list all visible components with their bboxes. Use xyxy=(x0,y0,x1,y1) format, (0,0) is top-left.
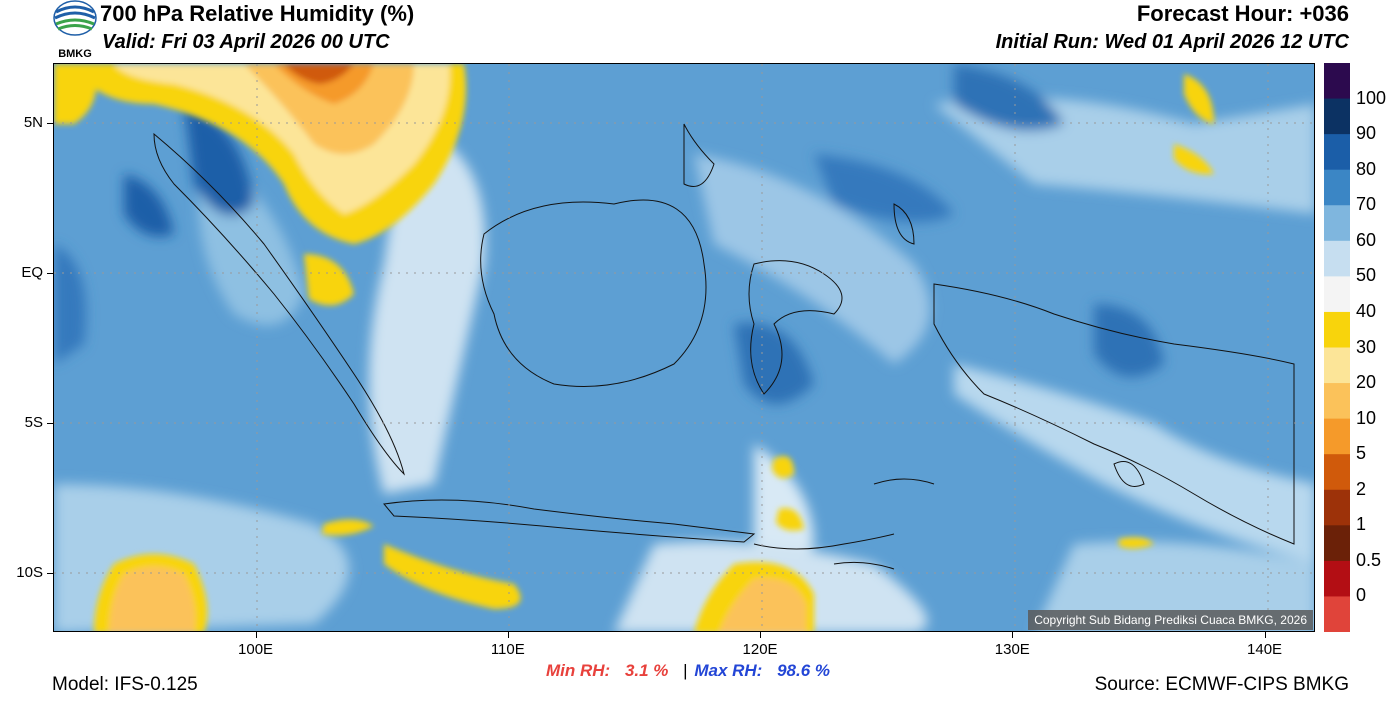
model-name: Model: IFS-0.125 xyxy=(52,674,198,695)
colorbar-label: 90 xyxy=(1356,123,1377,144)
coastlines xyxy=(153,123,1295,570)
colorbar-segment xyxy=(1324,560,1350,597)
humidity-map: Copyright Sub Bidang Prediksi Cuaca BMKG… xyxy=(53,63,1315,632)
lat-label: EQ xyxy=(21,263,43,281)
lat-tick xyxy=(47,123,53,124)
colorbar-label: 40 xyxy=(1356,300,1377,321)
copyright-note: Copyright Sub Bidang Prediksi Cuaca BMKG… xyxy=(1028,610,1313,630)
colorbar-segment xyxy=(1324,347,1350,384)
colorbar-segment xyxy=(1324,169,1350,206)
lon-tick xyxy=(508,632,509,638)
colorbar-segment xyxy=(1324,63,1350,100)
lat-tick xyxy=(47,273,53,274)
stats-separator: | xyxy=(683,661,688,680)
colorbar-label: 0.5 xyxy=(1356,549,1382,570)
lon-tick xyxy=(760,632,761,638)
colorbar-label: 2 xyxy=(1356,478,1367,499)
min-rh-value: 3.1 % xyxy=(624,661,669,680)
initial-run: Initial Run: Wed 01 April 2026 12 UTC xyxy=(995,31,1349,53)
colorbar-segment xyxy=(1324,205,1350,242)
lon-label: 140E xyxy=(1247,641,1283,658)
max-rh-label: Max RH: xyxy=(694,661,763,680)
lat-tick xyxy=(47,573,53,574)
colorbar-label: 100 xyxy=(1356,87,1387,108)
colorbar-segment xyxy=(1324,525,1350,562)
humidity-field xyxy=(54,64,1314,631)
lon-label: 130E xyxy=(994,641,1030,658)
valid-time: Valid: Fri 03 April 2026 00 UTC xyxy=(102,31,390,53)
lon-tick xyxy=(1012,632,1013,638)
lat-label: 5N xyxy=(23,113,43,131)
lon-label: 100E xyxy=(238,641,274,658)
colorbar-label: 60 xyxy=(1356,229,1377,250)
rh-extremes: Min RH: 3.1 % | Max RH: 98.6 % xyxy=(546,661,830,681)
colorbar-label: 1 xyxy=(1356,514,1367,535)
colorbar-segment xyxy=(1324,276,1350,313)
data-source: Source: ECMWF-CIPS BMKG xyxy=(1094,674,1349,695)
max-rh-value: 98.6 % xyxy=(777,661,831,680)
colorbar-segment xyxy=(1324,311,1350,348)
lat-tick xyxy=(47,423,53,424)
lat-label: 10S xyxy=(16,563,43,581)
colorbar-label: 30 xyxy=(1356,336,1377,357)
bmkg-logo: BMKG xyxy=(52,0,98,60)
colorbar-label: 0 xyxy=(1356,585,1367,606)
colorbar-segment xyxy=(1324,98,1350,135)
lon-label: 120E xyxy=(742,641,778,658)
colorbar xyxy=(1324,63,1350,633)
colorbar-label: 20 xyxy=(1356,372,1377,393)
min-rh-label: Min RH: xyxy=(546,661,611,680)
colorbar-segment xyxy=(1324,240,1350,277)
lon-tick xyxy=(256,632,257,638)
lon-label: 110E xyxy=(490,641,525,658)
colorbar-label: 5 xyxy=(1356,443,1367,464)
svg-text:BMKG: BMKG xyxy=(58,48,92,60)
colorbar-segment xyxy=(1324,489,1350,526)
colorbar-segment xyxy=(1324,134,1350,171)
colorbar-segment xyxy=(1324,454,1350,491)
lon-tick xyxy=(1265,632,1266,638)
colorbar-label: 70 xyxy=(1356,194,1377,215)
chart-title: 700 hPa Relative Humidity (%) xyxy=(100,1,415,26)
lat-label: 5S xyxy=(24,413,43,431)
forecast-hour: Forecast Hour: +036 xyxy=(1136,1,1349,26)
colorbar-segment xyxy=(1324,383,1350,420)
colorbar-label: 10 xyxy=(1356,407,1377,428)
colorbar-segment xyxy=(1324,596,1350,633)
colorbar-label: 50 xyxy=(1356,265,1377,286)
colorbar-label: 80 xyxy=(1356,158,1377,179)
colorbar-segment xyxy=(1324,418,1350,455)
